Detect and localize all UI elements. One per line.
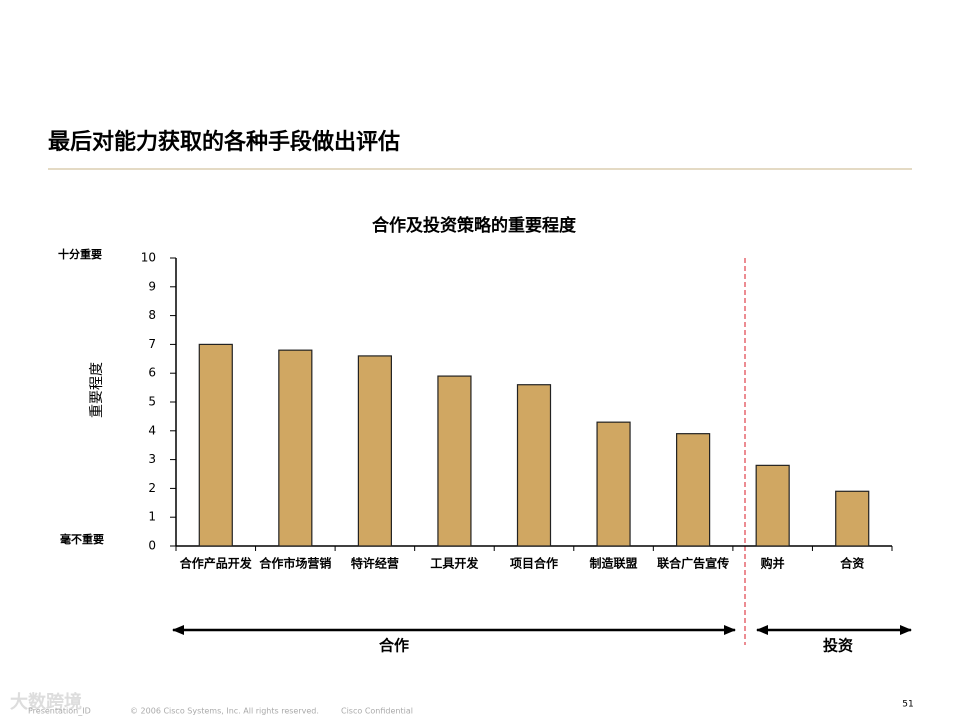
y-tick-label: 4 (148, 423, 156, 437)
x-tick-label: 购并 (761, 556, 785, 571)
group-label: 投资 (823, 637, 853, 655)
x-tick-label: 工具开发 (430, 556, 479, 571)
y-top-label: 十分重要 (58, 247, 102, 261)
y-tick-label: 8 (148, 308, 156, 322)
bar (437, 375, 472, 547)
watermark: 大数跨境 (10, 691, 82, 713)
bar (755, 464, 790, 547)
bar (278, 349, 313, 547)
footer-copyright: © 2006 Cisco Systems, Inc. All rights re… (130, 707, 319, 716)
y-tick-label: 5 (148, 395, 156, 409)
y-tick-label: 3 (148, 452, 156, 466)
y-tick-label: 0 (148, 539, 156, 553)
x-tick-label: 合作市场营销 (259, 556, 331, 571)
bar (516, 384, 552, 547)
x-tick-label: 特许经营 (351, 556, 399, 571)
y-tick-label: 7 (148, 337, 156, 351)
group-label: 合作 (378, 637, 409, 655)
y-axis-title: 重要程度 (89, 362, 105, 418)
x-tick-label: 联合广告宣传 (657, 556, 729, 571)
slide-title: 最后对能力获取的各种手段做出评估 (48, 129, 400, 155)
bar (198, 343, 233, 547)
y-tick-label: 1 (148, 510, 156, 524)
y-tick-label: 9 (148, 279, 156, 293)
bar (835, 490, 870, 547)
x-tick-label: 合作产品开发 (180, 556, 253, 571)
bar (596, 421, 631, 547)
chart-title: 合作及投资策略的重要程度 (372, 215, 577, 236)
footer-id: Presentation_ID (28, 707, 91, 716)
y-tick-label: 10 (141, 251, 156, 265)
bar (676, 433, 711, 547)
y-bottom-label: 毫不重要 (60, 532, 104, 546)
x-tick-label: 项目合作 (510, 556, 558, 571)
x-tick-label: 制造联盟 (590, 556, 638, 571)
y-tick-label: 2 (148, 481, 156, 495)
y-tick-label: 6 (148, 366, 156, 380)
page-number: 51 (902, 700, 913, 710)
footer-confidential: Cisco Confidential (341, 707, 413, 716)
bar (357, 355, 392, 547)
x-tick-label: 合资 (840, 556, 864, 571)
